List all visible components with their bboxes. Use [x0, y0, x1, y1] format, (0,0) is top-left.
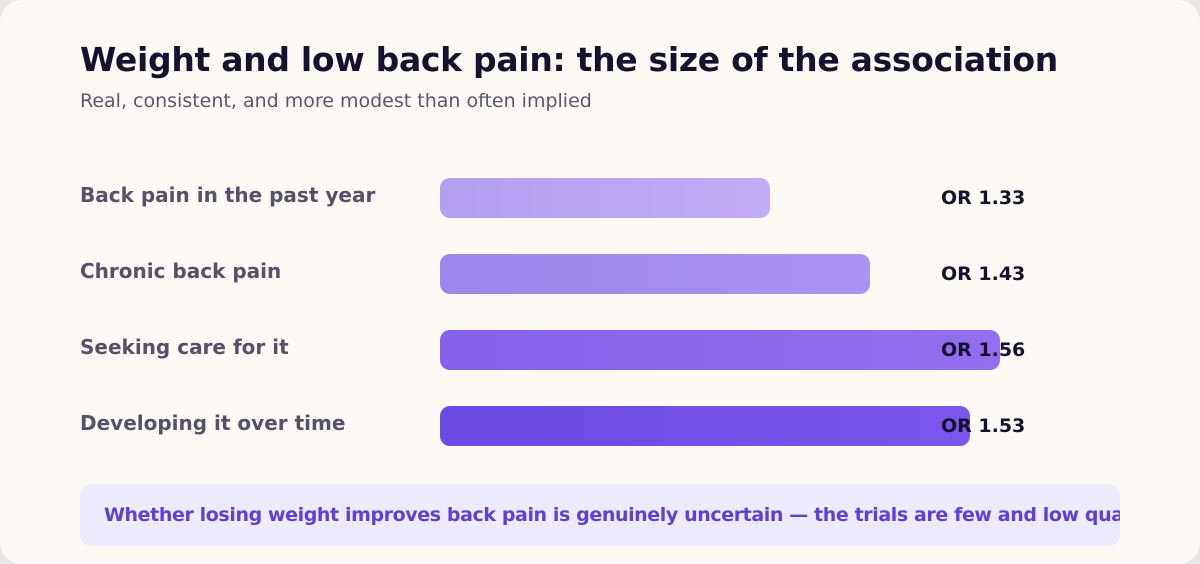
bar: [440, 406, 970, 446]
chart-title: Weight and low back pain: the size of th…: [80, 40, 1058, 79]
bar-value-label: OR 1.56: [941, 339, 1026, 361]
chart-subtitle: Real, consistent, and more modest than o…: [80, 90, 592, 112]
bar: [440, 330, 1000, 370]
bar-label: Back pain in the past year: [80, 183, 376, 207]
bar-label: Chronic back pain: [80, 259, 282, 283]
bar: [440, 254, 870, 294]
bar-value-label: OR 1.43: [941, 263, 1026, 285]
bar-label: Seeking care for it: [80, 335, 289, 359]
bar-value-label: OR 1.33: [941, 187, 1026, 209]
takeaway-note-text: Whether losing weight improves back pain…: [104, 504, 1120, 526]
takeaway-note: Whether losing weight improves back pain…: [80, 484, 1120, 546]
bar: [440, 178, 770, 218]
bar-value-label: OR 1.53: [941, 415, 1026, 437]
bar-label: Developing it over time: [80, 411, 346, 435]
